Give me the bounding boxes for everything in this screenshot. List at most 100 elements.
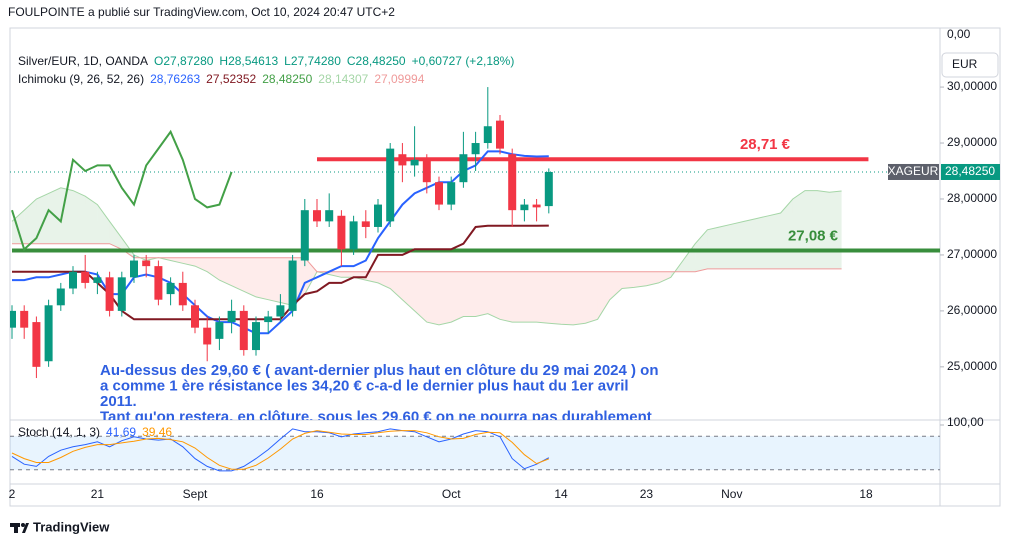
cloud-fill xyxy=(768,212,781,269)
cloud-fill xyxy=(256,257,269,300)
price-box xyxy=(941,163,1000,180)
candle-body xyxy=(32,322,41,367)
candle-body xyxy=(178,282,187,306)
frame xyxy=(9,27,1001,507)
cloud-fill xyxy=(329,271,342,278)
candle-body xyxy=(483,126,492,144)
horizontal-line-label: 27,08 € xyxy=(788,227,839,244)
currency: EUR xyxy=(952,57,978,71)
candle-body xyxy=(117,277,126,311)
candle-body xyxy=(508,154,517,211)
cloud-fill xyxy=(609,271,622,300)
candle-body xyxy=(227,310,236,323)
candle-body xyxy=(20,310,29,328)
candle-body xyxy=(374,204,382,227)
candle-body xyxy=(10,310,16,328)
cloud-fill xyxy=(731,221,744,269)
cloud-fill xyxy=(170,257,183,264)
ichimoku-line xyxy=(12,150,549,335)
candle-body xyxy=(398,154,407,166)
legend-value: 28,76263 xyxy=(150,72,200,86)
candle-body xyxy=(447,182,456,205)
symbol-box xyxy=(888,163,939,180)
cloud-fill xyxy=(622,271,635,289)
cloud-fill xyxy=(268,257,281,303)
overlay: 28,71 € 27,08 € 25,00000 26,00000 27,00000 28… xyxy=(9,27,1000,501)
candle-body xyxy=(203,327,212,345)
candle-body xyxy=(313,210,321,222)
candle-body xyxy=(105,277,114,311)
cloud-fill xyxy=(439,271,452,325)
cloud-fill xyxy=(304,257,317,295)
stoch-band xyxy=(10,436,940,470)
candle-body xyxy=(252,322,260,351)
cloud-fill xyxy=(634,271,647,288)
cloud-fill xyxy=(109,221,122,250)
legend-value: 27,09994 xyxy=(374,72,424,86)
candle-body xyxy=(56,288,65,306)
cloud-fill xyxy=(365,271,378,283)
cloud-fill xyxy=(85,196,98,244)
cloud-fill xyxy=(573,271,586,325)
logo xyxy=(10,523,29,533)
cloud-fill xyxy=(414,271,427,323)
cloud-fill xyxy=(707,226,720,269)
ichimoku-span xyxy=(12,243,842,273)
candle-body xyxy=(142,260,151,267)
cloud-fill xyxy=(195,257,208,272)
legend-value: 27,52352 xyxy=(206,72,256,86)
candle-body xyxy=(325,210,334,222)
legend-value: 41,69 xyxy=(106,425,136,439)
cloud-fill xyxy=(500,271,513,323)
candle-body xyxy=(130,260,138,278)
currency-box xyxy=(941,52,999,78)
legend-value: 28,14307 xyxy=(318,72,368,86)
cloud-fill xyxy=(536,271,549,324)
legend-title: Silver/EUR, 1D, OANDA xyxy=(18,54,148,68)
candle-body xyxy=(544,171,553,207)
cloud-fill xyxy=(231,257,244,292)
annotation: a comme 1 ère résistance les 34,20 € c-a… xyxy=(100,377,629,394)
cloud-fill xyxy=(585,271,598,324)
cloud-fill xyxy=(597,271,610,320)
stoch-line xyxy=(11,428,550,472)
cloud-fill xyxy=(402,271,415,311)
candle-body xyxy=(288,260,297,311)
candle-body xyxy=(81,271,90,283)
cloud-fill xyxy=(524,271,537,323)
cloud-fill xyxy=(561,271,574,325)
x-tick-label: Sept xyxy=(183,487,208,501)
cloud-fill xyxy=(646,271,659,286)
candle-body xyxy=(191,305,199,328)
legend: Stoch (14, 1, 3) 41,69 39,46 xyxy=(18,425,172,439)
x-tick-label: Oct xyxy=(442,487,461,501)
cloud-fill xyxy=(390,271,403,300)
x-tick-label: 2 xyxy=(9,487,16,501)
y-tick-label: 30,00000 xyxy=(947,79,997,93)
x-tick-label: 14 xyxy=(554,487,568,501)
cloud-fill xyxy=(744,218,757,269)
cloud-fill xyxy=(658,271,671,283)
legend-value: L27,74280 xyxy=(284,54,341,68)
cloud-fill xyxy=(451,271,464,323)
legend-value: H28,54613 xyxy=(219,54,278,68)
horizontal-line-label: 28,71 € xyxy=(740,136,791,153)
price-label: 28,48250 xyxy=(945,164,995,178)
candle-body xyxy=(44,305,53,362)
candle-body xyxy=(93,277,102,283)
cloud-fill xyxy=(97,204,110,244)
candle-body xyxy=(166,282,175,295)
candle-body xyxy=(422,159,431,183)
cloud-fill xyxy=(512,271,525,323)
candle-body xyxy=(154,266,163,300)
cloud-fill xyxy=(24,198,37,244)
legend: Silver/EUR, 1D, OANDA O27,87280 H28,54613 L… xyxy=(18,54,514,68)
cloud-fill xyxy=(487,271,500,320)
legend-title: Ichimoku (9, 26, 52, 26) xyxy=(18,72,144,86)
cloud-fill xyxy=(475,271,488,317)
cloud-fill xyxy=(182,257,195,267)
candle-body xyxy=(471,143,480,155)
y-tick-label: 26,00000 xyxy=(947,303,997,317)
y-tick-label: 100,00 xyxy=(947,415,984,429)
cloud-fill xyxy=(756,215,769,269)
